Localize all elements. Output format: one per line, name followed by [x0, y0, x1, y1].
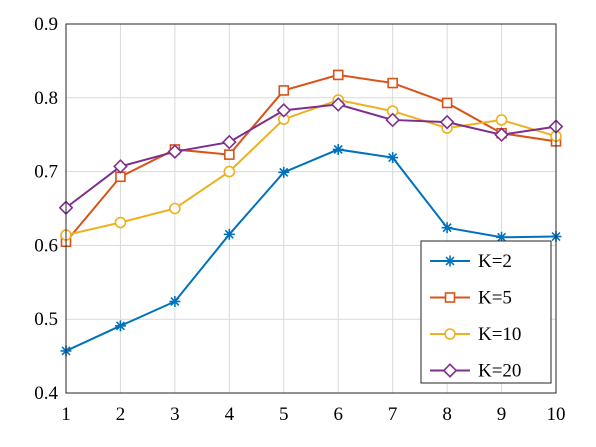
data-point: [442, 363, 458, 378]
x-tick-label: 9: [497, 404, 507, 425]
data-point: [223, 165, 236, 178]
data-point: [167, 144, 183, 160]
data-point: [278, 85, 290, 96]
data-point: [496, 231, 508, 243]
data-point: [224, 149, 235, 160]
x-tick-label: 1: [61, 404, 71, 425]
series-k-20: [58, 97, 564, 216]
series-line: [65, 148, 557, 352]
data-point: [441, 222, 453, 234]
data-point: [495, 114, 508, 126]
data-point: [494, 127, 509, 143]
data-point: [114, 320, 126, 332]
x-tick-label: 2: [116, 404, 126, 425]
data-point: [439, 114, 455, 130]
data-point: [113, 159, 128, 174]
data-point: [441, 97, 453, 109]
data-point: [332, 143, 344, 155]
legend-box: [420, 240, 552, 384]
legend-label: K=20: [478, 361, 521, 382]
y-tick-label: 0.5: [34, 309, 58, 330]
y-tick-label: 0.9: [34, 14, 58, 35]
data-point: [444, 328, 456, 340]
series-layer: [58, 69, 564, 357]
legend-label: K=2: [478, 251, 512, 272]
series-k-2: [60, 143, 562, 357]
y-tick-label: 0.7: [34, 162, 58, 183]
data-point: [332, 69, 344, 81]
data-point: [222, 134, 237, 150]
y-tick-label: 0.8: [34, 88, 58, 109]
series-k-10: [60, 94, 562, 241]
y-tick-label: 0.4: [34, 383, 58, 404]
plot-frame: [65, 23, 557, 394]
x-tick-label: 10: [547, 404, 566, 425]
data-point: [276, 103, 292, 118]
series-line: [65, 103, 557, 209]
data-point: [114, 216, 127, 229]
legend-entry: K=5: [430, 288, 512, 309]
data-point: [385, 112, 400, 128]
series-line: [65, 98, 557, 237]
series-line: [65, 73, 557, 243]
x-tick-label: 5: [279, 404, 289, 425]
data-point: [169, 295, 181, 307]
x-tick-label: 3: [170, 404, 180, 425]
data-point: [223, 228, 235, 240]
x-tick-label: 6: [333, 404, 343, 425]
data-point: [330, 97, 346, 112]
legend: K=2 K=5 K=10 K=20: [420, 240, 552, 384]
data-point: [444, 292, 456, 303]
legend-label: K=5: [478, 288, 512, 309]
x-tick-label: 7: [388, 404, 398, 425]
y-tick-label: 0.6: [34, 235, 58, 256]
legend-entry: K=2: [430, 251, 512, 272]
series-k-5: [60, 69, 562, 248]
x-tick-label: 4: [225, 404, 235, 425]
data-point: [387, 152, 399, 164]
data-point: [169, 202, 181, 215]
legend-entry: K=10: [430, 324, 521, 345]
data-point: [387, 77, 398, 89]
x-tick-label: 8: [442, 404, 452, 425]
data-point: [444, 255, 456, 267]
legend-entry: K=20: [430, 361, 521, 382]
tick-labels: 1 2 3 4 5 6 7 8 9 10 0.4 0.5 0.6 0.7 0.8 0.9: [34, 14, 565, 425]
data-point: [278, 166, 290, 178]
legend-label: K=10: [478, 324, 521, 345]
